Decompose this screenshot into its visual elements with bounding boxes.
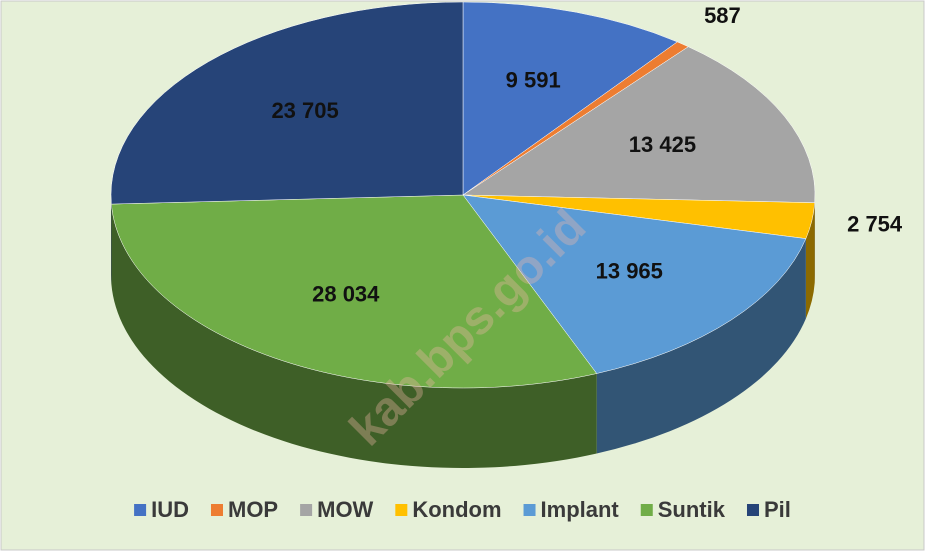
slice-side bbox=[596, 238, 806, 454]
legend-swatch bbox=[300, 504, 313, 516]
legend-label: Pil bbox=[764, 497, 791, 522]
legend-swatch bbox=[746, 504, 759, 516]
legend-label: MOP bbox=[228, 497, 278, 522]
data-label: 587 bbox=[704, 3, 741, 28]
legend-label: Implant bbox=[541, 497, 620, 522]
data-label: 13 965 bbox=[596, 258, 663, 283]
data-label: 13 425 bbox=[629, 132, 696, 157]
legend-swatch bbox=[640, 504, 653, 516]
legend-swatch bbox=[395, 504, 408, 516]
legend-swatch bbox=[523, 504, 536, 516]
data-label: 9 591 bbox=[506, 68, 561, 93]
data-label: 28 034 bbox=[312, 282, 380, 307]
legend-swatch bbox=[210, 504, 223, 516]
legend-label: MOW bbox=[317, 497, 373, 522]
slice bbox=[111, 194, 598, 389]
legend-label: IUD bbox=[151, 497, 189, 522]
legend-label: Suntik bbox=[658, 497, 726, 522]
data-label: 23 705 bbox=[271, 98, 338, 123]
legend-label: Kondom bbox=[412, 497, 501, 522]
legend-swatch bbox=[134, 504, 147, 516]
slice bbox=[462, 46, 816, 203]
slice bbox=[110, 1, 464, 205]
data-label: 2 754 bbox=[847, 211, 903, 236]
slice-side bbox=[111, 204, 597, 469]
slice bbox=[462, 194, 807, 374]
slice bbox=[462, 1, 678, 196]
slice-side bbox=[805, 202, 815, 319]
